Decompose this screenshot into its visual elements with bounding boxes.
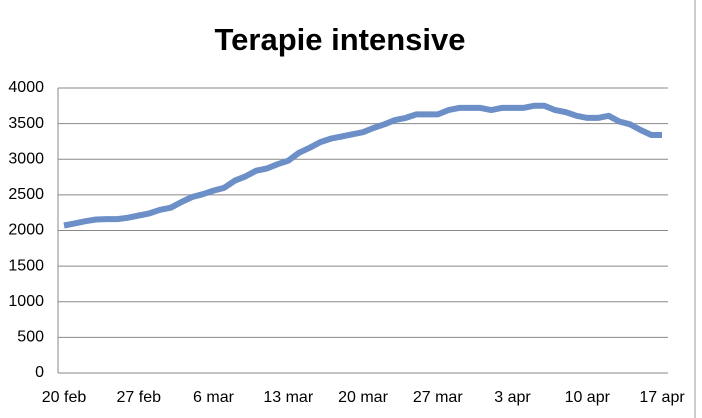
y-tick-label: 3000	[8, 150, 44, 167]
y-tick-label: 500	[17, 329, 44, 346]
y-tick-label: 4000	[8, 79, 44, 96]
y-tick-label: 1500	[8, 257, 44, 274]
data-line	[63, 102, 662, 229]
x-tick-label: 3 apr	[494, 389, 531, 406]
x-tick-label: 13 mar	[263, 389, 313, 406]
x-tick-label: 20 feb	[42, 389, 87, 406]
y-tick-label: 0	[35, 364, 44, 381]
chart-title: Terapie intensive	[215, 22, 466, 57]
x-tick-label: 20 mar	[338, 389, 388, 406]
x-tick-label: 27 feb	[117, 389, 162, 406]
y-tick-label: 3500	[8, 115, 44, 132]
y-tick-label: 2500	[8, 186, 44, 203]
y-tick-label: 2000	[8, 222, 44, 239]
x-tick-label: 6 mar	[193, 389, 235, 406]
x-tick-label: 10 apr	[565, 389, 611, 406]
x-tick-label: 27 mar	[413, 389, 463, 406]
y-tick-label: 1000	[8, 293, 44, 310]
x-tick-label: 17 apr	[639, 389, 685, 406]
